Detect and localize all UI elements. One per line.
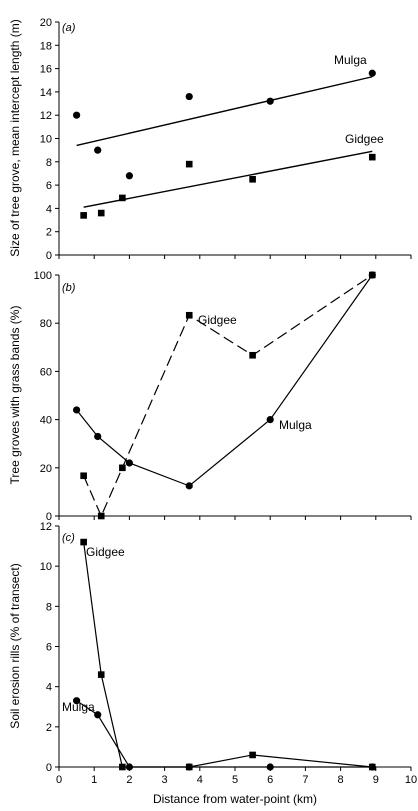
point-mulga [266, 763, 274, 771]
y-tick-label: 18 [40, 40, 52, 52]
point-gidgee [80, 212, 87, 219]
point-gidgee [80, 538, 87, 546]
point-mulga [185, 482, 193, 490]
y-tick-label: 0 [46, 250, 52, 262]
y-tick-label: 20 [40, 17, 52, 29]
panel-b-letter: (b) [62, 282, 76, 294]
panel-a-letter: (a) [62, 22, 76, 34]
x-tick-label: 3 [162, 774, 168, 786]
point-gidgee [97, 209, 105, 217]
point-mulga [73, 111, 81, 119]
x-tick-label: 2 [126, 774, 132, 786]
y-tick-label: 16 [40, 64, 52, 76]
x-tick-label: 1 [91, 774, 97, 786]
y-tick-label: 8 [46, 157, 52, 169]
y-tick-label: 6 [46, 642, 52, 654]
point-mulga [73, 697, 81, 705]
y-tick-label: 4 [46, 203, 52, 215]
panel-c-label-mulga: Mulga [62, 700, 95, 714]
x-tick-label: 0 [56, 774, 62, 786]
point-mulga [368, 69, 376, 77]
y-tick-label: 12 [40, 521, 52, 533]
panel-a-y-axis-title: Size of tree grove, mean intercept lengt… [8, 19, 22, 256]
series-line-gidgee [83, 541, 373, 768]
x-tick-label: 5 [232, 774, 238, 786]
point-gidgee [119, 194, 126, 202]
y-tick-label: 60 [40, 366, 52, 378]
point-gidgee [249, 175, 256, 183]
panel-b-label-gidgee: Gidgee [198, 313, 237, 327]
panel-a-label-mulga: Mulga [334, 53, 367, 67]
y-tick-label: 100 [34, 270, 52, 282]
panel-b-label-mulga: Mulga [279, 418, 312, 432]
point-mulga [125, 763, 133, 771]
point-gidgee [97, 512, 105, 520]
x-tick-label: 10 [405, 774, 417, 786]
y-tick-label: 0 [46, 762, 52, 774]
x-tick-label: 8 [338, 774, 344, 786]
panel-c-x-axis-title: Distance from water-point (km) [153, 792, 317, 806]
x-tick-label: 7 [302, 774, 308, 786]
y-tick-label: 2 [46, 227, 52, 239]
panel-c-y-axis-title: Soil erosion rills (% of transect) [8, 563, 22, 728]
y-tick-label: 10 [40, 561, 52, 573]
point-mulga [94, 711, 102, 719]
trendline-gidgee [83, 150, 373, 208]
point-gidgee [249, 351, 256, 359]
y-tick-label: 14 [40, 87, 52, 99]
x-tick-label: 9 [373, 774, 379, 786]
point-gidgee [185, 311, 193, 319]
y-tick-label: 20 [40, 463, 52, 475]
y-tick-label: 8 [46, 601, 52, 613]
panel-b-y-axis-title: Tree groves with grass bands (%) [8, 306, 22, 485]
y-tick-label: 80 [40, 318, 52, 330]
y-tick-label: 2 [46, 722, 52, 734]
point-gidgee [80, 472, 87, 480]
point-mulga [368, 271, 376, 279]
panel-b: (b) 0 20 40 60 80 100 Tree groves with grass … [8, 270, 412, 523]
trendline-mulga [76, 76, 373, 147]
point-mulga [368, 763, 376, 771]
point-gidgee [185, 160, 193, 168]
point-gidgee [368, 153, 376, 161]
panel-a-label-gidgee: Gidgee [345, 132, 384, 146]
series-line-mulga [76, 700, 373, 768]
panel-c-letter: (c) [62, 532, 75, 544]
point-gidgee [97, 671, 105, 678]
point-gidgee [249, 751, 256, 759]
point-mulga [266, 416, 274, 424]
y-tick-label: 12 [40, 110, 52, 122]
panel-a: (a) 0 2 4 6 8 10 12 14 16 18 20 Size of tree grove… [8, 17, 412, 262]
point-gidgee [119, 464, 126, 472]
y-tick-label: 0 [46, 511, 52, 523]
point-mulga [185, 92, 193, 101]
y-tick-label: 6 [46, 180, 52, 192]
point-mulga [94, 432, 102, 441]
point-mulga [185, 763, 193, 771]
point-gidgee [119, 763, 126, 771]
point-mulga [266, 97, 274, 105]
point-mulga [125, 172, 133, 180]
point-mulga [125, 459, 133, 467]
y-tick-label: 10 [40, 134, 52, 146]
x-tick-label: 6 [267, 774, 273, 786]
x-tick-label: 4 [197, 774, 203, 786]
series-line-mulga [76, 274, 373, 487]
point-mulga [73, 406, 81, 414]
point-mulga [94, 146, 102, 154]
series-line-gidgee [83, 274, 373, 518]
panel-c-label-gidgee: Gidgee [86, 545, 125, 559]
y-tick-label: 40 [40, 415, 52, 427]
y-tick-label: 4 [46, 682, 52, 694]
